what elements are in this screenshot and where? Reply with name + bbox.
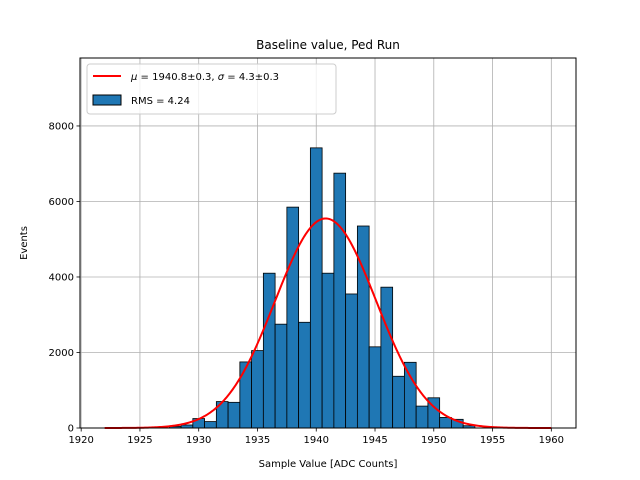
histogram-bars xyxy=(168,147,476,429)
histogram-bar xyxy=(204,421,217,429)
x-tick-label: 1925 xyxy=(127,435,152,446)
legend-hist-label: RMS = 4.24 xyxy=(131,96,190,107)
legend: μ = 1940.8±0.3, σ = 4.3±0.3 RMS = 4.24 xyxy=(86,63,337,115)
x-axis: 1920 1925 1930 1935 1940 1945 1950 1955 1960 xyxy=(68,428,564,446)
fit-curve-layer xyxy=(104,217,552,429)
histogram-bar xyxy=(309,147,323,429)
histogram-bar xyxy=(286,206,300,429)
y-tick-label: 6000 xyxy=(49,197,74,208)
histogram-bar xyxy=(392,375,405,429)
gaussian-fit-curve xyxy=(104,217,552,429)
x-axis-label: Sample Value [ADC Counts] xyxy=(259,459,398,470)
histogram-bar xyxy=(274,323,288,429)
y-tick-label: 2000 xyxy=(49,348,74,359)
y-axis-label: Events xyxy=(19,226,30,260)
histogram-bar xyxy=(298,321,311,429)
histogram-bar xyxy=(415,405,429,429)
x-tick-label: 1935 xyxy=(245,435,270,446)
histogram-bar xyxy=(403,361,417,429)
plot-frame xyxy=(79,57,577,429)
x-tick-label: 1950 xyxy=(421,435,446,446)
x-tick-label: 1955 xyxy=(480,435,505,446)
histogram-bar xyxy=(333,172,347,429)
x-tick-label: 1940 xyxy=(304,435,329,446)
histogram-bar xyxy=(321,272,335,429)
legend-fit-label: μ = 1940.8±0.3, σ = 4.3±0.3 xyxy=(130,72,279,83)
chart-title: Baseline value, Ped Run xyxy=(256,38,400,52)
histogram-bar xyxy=(262,272,276,429)
y-tick-label: 0 xyxy=(68,424,74,435)
legend-sigma-symbol: σ xyxy=(218,72,225,83)
y-tick-label: 8000 xyxy=(49,121,74,132)
x-tick-label: 1960 xyxy=(539,435,564,446)
y-tick-label: 4000 xyxy=(49,272,74,283)
histogram-bar xyxy=(227,401,241,429)
x-tick-label: 1920 xyxy=(68,435,93,446)
histogram-bar xyxy=(239,361,253,429)
histogram-bar xyxy=(380,286,394,429)
y-axis: 0 2000 4000 6000 8000 xyxy=(49,121,80,435)
legend-hist-swatch xyxy=(92,94,122,106)
legend-box xyxy=(86,63,337,115)
legend-mu-symbol: μ xyxy=(130,72,137,83)
x-tick-label: 1945 xyxy=(362,435,387,446)
histogram-bar xyxy=(251,350,264,429)
x-tick-label: 1930 xyxy=(186,435,211,446)
legend-mu-value: = 1940.8±0.3, xyxy=(137,72,217,83)
histogram-bar xyxy=(345,293,358,429)
histogram-bar xyxy=(439,417,452,429)
histogram-bar xyxy=(356,225,370,429)
legend-sigma-value: = 4.3±0.3 xyxy=(224,72,279,83)
histogram-bar xyxy=(368,346,382,429)
